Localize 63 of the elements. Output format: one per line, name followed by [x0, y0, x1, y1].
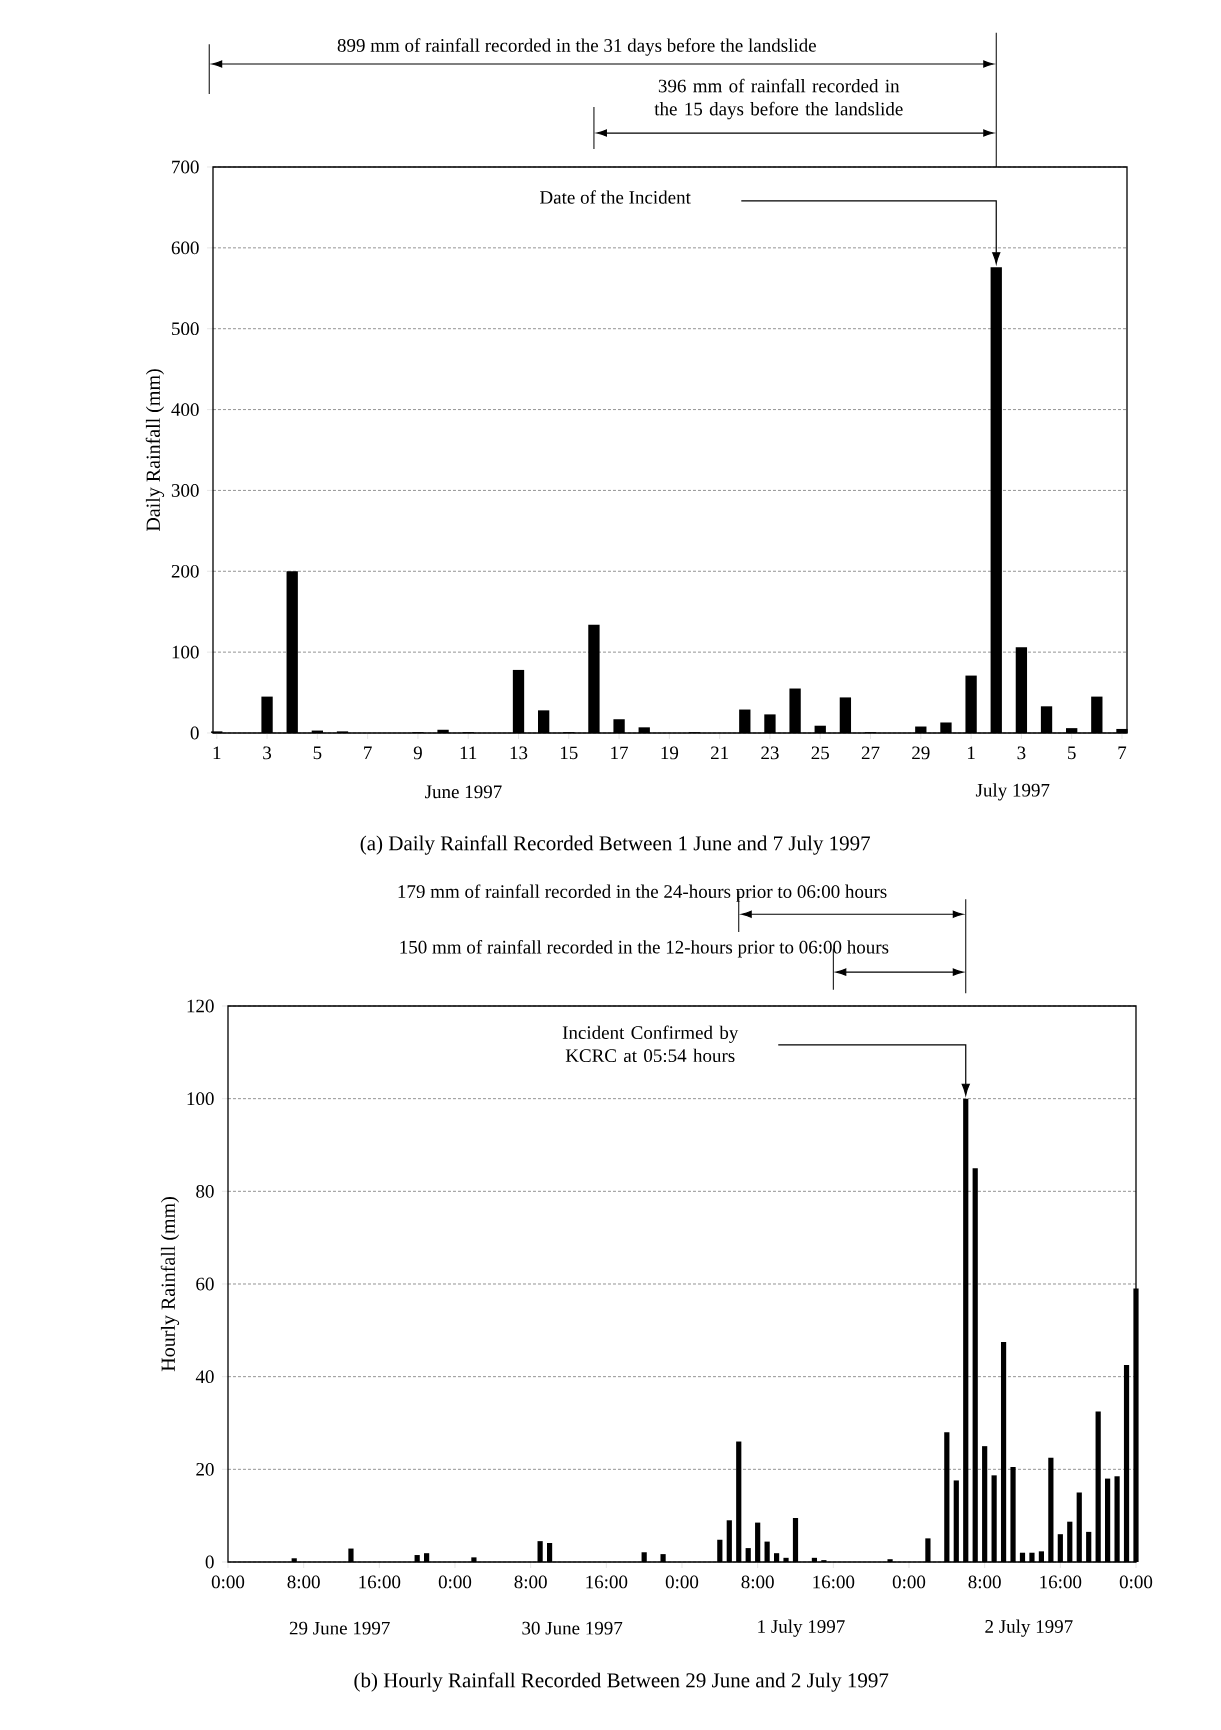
text: 30 June 1997 [522, 1621, 623, 1635]
text: 396 mm of rainfall recorded in the 15 days before the landslide [654, 78, 903, 120]
x-tick-label: 8:00 [287, 1575, 320, 1589]
y-axis-title: Daily Rainfall (mm) [145, 369, 165, 532]
x-tick-label: 0:00 [1119, 1575, 1153, 1589]
x-tick-label: 3 [1017, 746, 1026, 760]
x-tick-label: 5 [1068, 746, 1076, 760]
y-tick-label: 100 [172, 645, 199, 659]
x-tick-label: 8:00 [741, 1575, 774, 1589]
text: 150 mm of rainfall recorded in the 12-hours prior to 06:00 hours [400, 940, 889, 958]
y-tick-label: 0 [205, 1555, 214, 1569]
y-tick-label: 60 [196, 1277, 214, 1291]
x-tick-label: 13 [510, 746, 528, 760]
x-tick-label: 11 [460, 746, 477, 760]
y-axis-title: Hourly Rainfall (mm) [160, 1197, 180, 1372]
y-tick-label: 600 [171, 241, 199, 255]
y-tick-label: 300 [171, 484, 199, 497]
y-tick-label: 120 [187, 999, 214, 1013]
text: 2 July 1997 [985, 1619, 1073, 1637]
x-tick-label: 16:00 [359, 1575, 401, 1589]
x-tick-label: 0:00 [665, 1575, 699, 1589]
y-tick-label: 100 [187, 1092, 214, 1106]
annotation: Incident Confirmed by KCRC at 05:54 hours [562, 1025, 739, 1063]
x-tick-label: 16:00 [586, 1575, 628, 1589]
x-tick-label: 7 [1118, 746, 1127, 759]
annotation: Date of the Incident [540, 190, 691, 204]
x-tick-label: 0:00 [892, 1575, 926, 1589]
x-tick-label: 17 [611, 746, 629, 760]
x-tick-label: 0:00 [211, 1575, 245, 1589]
x-tick-label: 16:00 [1040, 1575, 1082, 1589]
x-tick-label: 25 [811, 746, 829, 760]
text: 1 July 1997 [758, 1619, 845, 1637]
y-tick-label: 700 [172, 160, 199, 174]
y-tick-label: 400 [171, 403, 199, 416]
x-tick-label: 15 [560, 746, 578, 760]
x-tick-label: 21 [710, 746, 729, 760]
text: June 1997 [425, 785, 502, 799]
x-tick-label: 9 [413, 746, 422, 760]
text: July 1997 [975, 783, 1050, 801]
text: 179 mm of rainfall recorded in the 24-hours prior to 06:00 hours [398, 884, 887, 902]
text: (a) Daily Rainfall Recorded Between 1 June and 7 July 1997 [360, 835, 871, 855]
x-tick-label: 27 [861, 746, 880, 760]
y-tick-label: 40 [195, 1370, 214, 1384]
text: 899 mm of rainfall recorded in the 31 days before the landslide [337, 38, 816, 56]
x-tick-label: 7 [364, 746, 372, 759]
x-tick-label: 23 [761, 746, 779, 760]
y-tick-label: 200 [171, 564, 199, 578]
x-tick-label: 8:00 [514, 1575, 547, 1589]
y-tick-label: 80 [196, 1184, 214, 1198]
text: 29 June 1997 [289, 1621, 390, 1635]
y-tick-label: 500 [172, 322, 199, 336]
text: (b) Hourly Rainfall Recorded Between 29 June and 2 July 1997 [354, 1672, 889, 1692]
x-tick-label: 8:00 [968, 1575, 1001, 1589]
x-tick-label: 19 [661, 746, 679, 760]
x-tick-label: 1 [213, 746, 221, 760]
x-tick-label: 3 [263, 746, 272, 760]
x-tick-label: 5 [313, 746, 322, 760]
y-tick-label: 0 [190, 726, 199, 740]
y-tick-label: 20 [196, 1462, 214, 1476]
x-tick-label: 0:00 [438, 1575, 472, 1589]
x-tick-label: 16:00 [813, 1575, 855, 1589]
x-tick-label: 1 [968, 746, 975, 760]
x-tick-label: 29 [912, 746, 930, 760]
